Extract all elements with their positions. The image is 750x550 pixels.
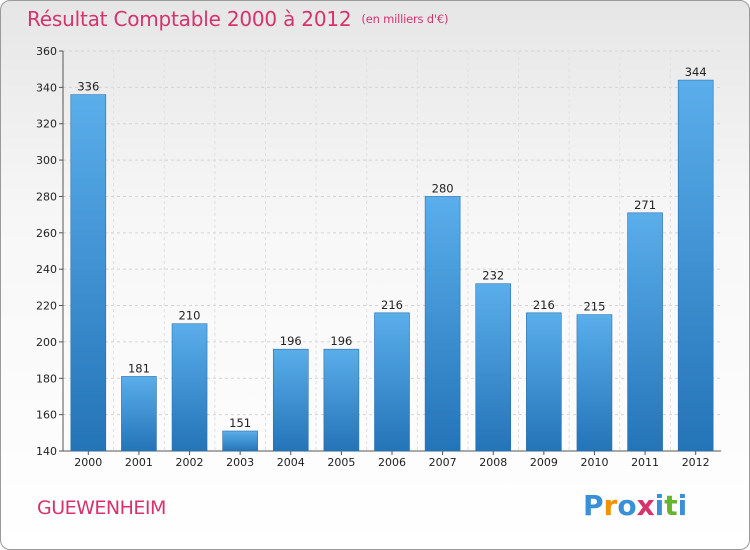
bar bbox=[576, 314, 613, 452]
y-tick-label: 140 bbox=[36, 445, 57, 458]
x-tick-label: 2008 bbox=[479, 456, 507, 469]
bar bbox=[171, 323, 208, 452]
bar bbox=[526, 312, 562, 452]
y-tick-label: 200 bbox=[36, 336, 57, 349]
data-label: 196 bbox=[330, 334, 352, 348]
data-label: 280 bbox=[432, 181, 454, 195]
y-tick-label: 340 bbox=[36, 81, 57, 94]
bar bbox=[424, 196, 461, 452]
data-labels: 336 181 210 151 196 196 216 280 232 216 215 271 344 bbox=[77, 65, 706, 430]
town-name: GUEWENHEIM bbox=[37, 497, 166, 519]
logo-letter: i bbox=[677, 489, 688, 522]
chart-subtitle: (en milliers d'€) bbox=[361, 12, 449, 26]
y-tick-label: 300 bbox=[36, 154, 57, 167]
bar bbox=[677, 79, 714, 452]
x-tick-label: 2012 bbox=[682, 456, 710, 469]
x-tick-label: 2011 bbox=[631, 456, 659, 469]
bar bbox=[475, 283, 512, 452]
data-label: 181 bbox=[128, 361, 150, 375]
x-tick-label: 2004 bbox=[277, 456, 305, 469]
x-tick-label: 2007 bbox=[429, 456, 457, 469]
logo-letter: r bbox=[603, 489, 618, 522]
x-tick-labels: 2000 2001 2002 2003 2004 2005 2006 2007 2008 2009… bbox=[74, 456, 709, 469]
data-label: 232 bbox=[482, 269, 504, 283]
data-label: 210 bbox=[179, 309, 201, 323]
bar bbox=[323, 348, 360, 452]
data-label: 336 bbox=[77, 80, 99, 94]
chart-title: Résultat Comptable 2000 à 2012 (en millie… bbox=[27, 7, 448, 31]
bar bbox=[627, 212, 663, 452]
y-tick-label: 260 bbox=[36, 227, 57, 240]
y-tick-label: 320 bbox=[36, 118, 57, 131]
bar bbox=[70, 94, 107, 452]
proxiti-logo: Proxiti bbox=[583, 489, 687, 522]
y-tick-label: 360 bbox=[36, 45, 57, 58]
y-tick-label: 160 bbox=[36, 409, 57, 422]
logo-letter: o bbox=[617, 489, 637, 522]
bar bbox=[272, 348, 309, 452]
bars bbox=[70, 79, 714, 452]
y-tick-label: 180 bbox=[36, 372, 57, 385]
logo-letter: P bbox=[583, 489, 604, 522]
bar bbox=[121, 376, 157, 452]
bar bbox=[374, 312, 410, 452]
x-tick-label: 2005 bbox=[327, 456, 355, 469]
chart-title-text: Résultat Comptable 2000 à 2012 bbox=[27, 7, 352, 31]
x-tick-label: 2010 bbox=[580, 456, 608, 469]
data-label: 344 bbox=[685, 65, 707, 79]
data-label: 196 bbox=[280, 334, 302, 348]
y-tick-label: 220 bbox=[36, 300, 57, 313]
data-label: 271 bbox=[634, 198, 656, 212]
x-tick-label: 2003 bbox=[226, 456, 254, 469]
y-tick-label: 280 bbox=[36, 190, 57, 203]
x-tick-label: 2001 bbox=[125, 456, 153, 469]
logo-letter: t bbox=[664, 489, 678, 522]
x-tick-label: 2006 bbox=[378, 456, 406, 469]
data-label: 216 bbox=[381, 298, 403, 312]
y-tick-labels: 140 160 180 200 220 240 260 280 300 320 340 360 bbox=[36, 45, 57, 458]
logo-letter: x bbox=[636, 489, 655, 522]
data-label: 215 bbox=[583, 300, 605, 314]
data-label: 216 bbox=[533, 298, 555, 312]
x-tick-label: 2002 bbox=[176, 456, 204, 469]
x-tick-label: 2009 bbox=[530, 456, 558, 469]
y-tick-label: 240 bbox=[36, 263, 57, 276]
data-label: 151 bbox=[229, 416, 251, 430]
x-tick-label: 2000 bbox=[74, 456, 102, 469]
bar bbox=[222, 430, 258, 452]
logo-letter: i bbox=[654, 489, 665, 522]
